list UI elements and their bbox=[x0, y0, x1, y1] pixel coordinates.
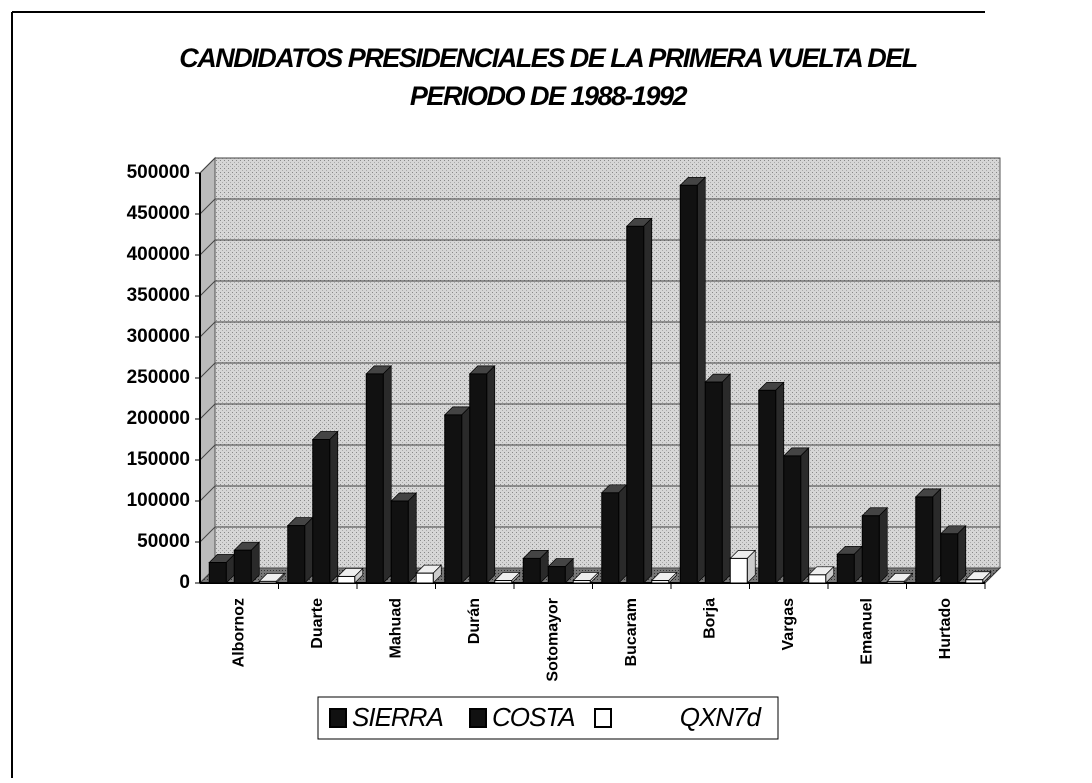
bar bbox=[494, 580, 513, 584]
bar-side bbox=[461, 406, 471, 584]
bar-side bbox=[618, 483, 628, 584]
grid-line bbox=[199, 321, 1000, 338]
y-tick-label: 500000 bbox=[127, 162, 190, 183]
bar bbox=[415, 572, 434, 584]
bar-side bbox=[382, 365, 392, 584]
grid-line bbox=[199, 239, 1000, 256]
bar bbox=[836, 553, 855, 584]
bar bbox=[783, 455, 802, 584]
legend bbox=[317, 696, 779, 740]
bar-side bbox=[775, 381, 785, 584]
bar-side bbox=[957, 524, 967, 584]
legend-swatch bbox=[594, 708, 612, 728]
bar bbox=[208, 562, 227, 584]
y-tick-label: 300000 bbox=[127, 326, 190, 347]
bar-side bbox=[932, 488, 942, 584]
bar-side bbox=[696, 176, 706, 584]
bar bbox=[469, 373, 488, 584]
bar bbox=[390, 500, 409, 584]
x-tick-label: Hurtado bbox=[937, 598, 954, 660]
x-tick-label: Bucaram bbox=[623, 598, 640, 666]
bar bbox=[547, 566, 566, 584]
chart-subtitle: PERIODO DE 1988-1992 bbox=[410, 81, 688, 111]
x-tick-label: Emanuel bbox=[858, 598, 875, 665]
bar-side bbox=[800, 447, 810, 584]
y-tick-label: 250000 bbox=[127, 367, 190, 388]
grid-line bbox=[199, 198, 1000, 215]
legend-label: QXN7d bbox=[680, 702, 763, 732]
bar bbox=[940, 533, 959, 584]
bar bbox=[679, 184, 698, 584]
y-tick-label: 50000 bbox=[137, 531, 190, 552]
bar bbox=[965, 579, 984, 584]
y-tick-label: 200000 bbox=[127, 408, 190, 429]
y-tick-label: 450000 bbox=[127, 203, 190, 224]
bar-side bbox=[643, 217, 653, 584]
x-tick-label: Durán bbox=[466, 598, 483, 644]
bar bbox=[758, 389, 777, 584]
bar bbox=[861, 515, 880, 584]
bar bbox=[365, 373, 384, 584]
grid-line bbox=[199, 526, 1000, 543]
legend-swatch bbox=[329, 708, 347, 728]
bar bbox=[729, 557, 748, 584]
x-tick-label: Albornoz bbox=[230, 598, 247, 667]
legend-items: SIERRA COSTA QXN7d bbox=[329, 702, 764, 732]
bar bbox=[522, 557, 541, 584]
legend-label: COSTA bbox=[492, 702, 575, 732]
bar bbox=[572, 580, 591, 584]
grid-line bbox=[199, 444, 1000, 461]
bar bbox=[312, 439, 331, 584]
bar bbox=[258, 580, 277, 584]
bar bbox=[886, 580, 905, 584]
chart-title: CANDIDATOS PRESIDENCIALES DE LA PRIMERA … bbox=[179, 43, 917, 73]
x-tick-label: Duarte bbox=[309, 598, 326, 649]
bar bbox=[444, 414, 463, 584]
bar bbox=[915, 496, 934, 584]
x-tick-label: Mahuad bbox=[387, 598, 404, 658]
bar bbox=[626, 225, 645, 584]
grid-line bbox=[199, 403, 1000, 420]
y-tick-label: 150000 bbox=[127, 449, 190, 470]
bar bbox=[808, 574, 827, 584]
bar bbox=[704, 381, 723, 584]
y-tick-label: 400000 bbox=[127, 244, 190, 265]
x-tick-label: Borja bbox=[701, 598, 718, 639]
bar bbox=[287, 525, 306, 584]
x-tick-label: Sotomayor bbox=[544, 598, 561, 682]
bar bbox=[337, 575, 356, 584]
grid-line bbox=[199, 280, 1000, 297]
legend-swatch bbox=[469, 708, 487, 728]
bar bbox=[233, 549, 252, 584]
y-tick-label: 350000 bbox=[127, 285, 190, 306]
x-tick-label: Vargas bbox=[780, 598, 797, 651]
bar-side bbox=[304, 516, 314, 584]
bar-side bbox=[407, 492, 417, 584]
legend-label: SIERRA bbox=[352, 702, 443, 732]
bar bbox=[651, 580, 670, 584]
bar-side bbox=[486, 365, 496, 584]
grid-line bbox=[199, 362, 1000, 379]
bar-side bbox=[329, 430, 339, 584]
grid-line bbox=[199, 485, 1000, 502]
grid-line bbox=[199, 157, 1000, 174]
bar bbox=[601, 492, 620, 584]
bar-side bbox=[878, 506, 888, 584]
bar-side bbox=[721, 373, 731, 584]
y-tick-label: 0 bbox=[179, 572, 190, 593]
y-tick-label: 100000 bbox=[127, 490, 190, 511]
